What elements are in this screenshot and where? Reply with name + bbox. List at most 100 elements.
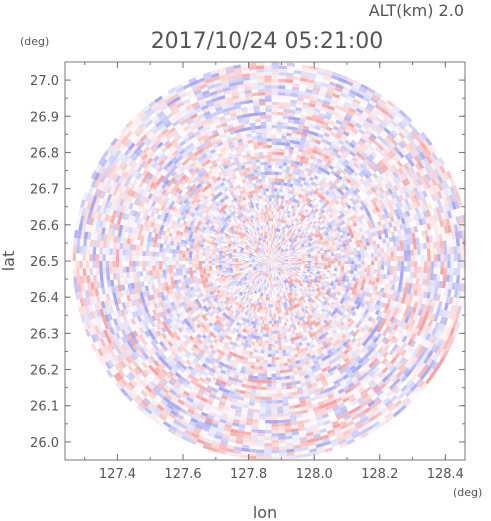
field-cell bbox=[268, 263, 271, 268]
field-cell bbox=[272, 254, 275, 258]
field-cell bbox=[272, 274, 274, 278]
field-cell bbox=[243, 241, 248, 245]
field-cell bbox=[306, 270, 310, 274]
field-cell bbox=[259, 264, 263, 267]
field-cell bbox=[258, 269, 262, 273]
field-cell bbox=[360, 264, 365, 269]
field-cell bbox=[289, 244, 294, 248]
field-cell bbox=[248, 255, 253, 258]
field-cell bbox=[251, 259, 256, 261]
field-cell bbox=[265, 245, 267, 249]
field-cell bbox=[263, 208, 266, 212]
field-cell bbox=[239, 267, 243, 270]
field-cell bbox=[278, 272, 281, 276]
field-cell bbox=[288, 288, 292, 293]
field-cell bbox=[230, 221, 235, 225]
field-cell bbox=[248, 259, 252, 261]
field-cell bbox=[308, 306, 313, 311]
field-cell bbox=[257, 301, 260, 306]
field-cell bbox=[271, 259, 275, 261]
field-cell bbox=[263, 264, 267, 268]
field-cell bbox=[313, 285, 318, 289]
field-cell bbox=[219, 281, 224, 285]
field-cell bbox=[259, 274, 263, 278]
field-cell bbox=[205, 263, 209, 267]
field-cell bbox=[320, 254, 325, 258]
field-cell bbox=[308, 230, 312, 234]
field-cell bbox=[260, 248, 263, 252]
field-cell bbox=[261, 261, 266, 263]
field-cell bbox=[255, 264, 259, 266]
field-cell bbox=[264, 201, 268, 206]
field-cell bbox=[317, 257, 322, 260]
field-cell bbox=[178, 264, 183, 269]
field-cell bbox=[267, 263, 270, 267]
field-cell bbox=[225, 301, 230, 306]
field-cell bbox=[299, 235, 303, 239]
field-cell bbox=[235, 252, 240, 255]
field-cell bbox=[273, 217, 276, 222]
field-cell bbox=[274, 257, 278, 260]
field-cell bbox=[261, 260, 265, 261]
field-cell bbox=[273, 247, 275, 252]
field-cell bbox=[284, 262, 289, 263]
field-cell bbox=[337, 266, 341, 270]
field-cell bbox=[294, 259, 299, 262]
field-cell bbox=[268, 261, 272, 264]
field-cell bbox=[247, 276, 251, 280]
field-cell bbox=[280, 225, 283, 230]
field-cell bbox=[276, 265, 280, 268]
field-cell bbox=[265, 262, 269, 265]
field-cell bbox=[233, 291, 238, 295]
field-cell bbox=[281, 208, 285, 213]
field-cell bbox=[239, 292, 244, 297]
field-cell bbox=[274, 257, 278, 260]
field-cell bbox=[229, 249, 234, 252]
field-cell bbox=[255, 238, 259, 243]
field-cell bbox=[264, 303, 267, 308]
field-cell bbox=[304, 256, 308, 259]
field-cell bbox=[192, 251, 196, 256]
field-cell bbox=[260, 229, 263, 233]
field-cell bbox=[286, 314, 291, 319]
field-cell bbox=[269, 267, 271, 271]
field-cell bbox=[231, 298, 236, 303]
field-cell bbox=[356, 243, 361, 248]
field-cell bbox=[289, 226, 293, 230]
field-cell bbox=[278, 251, 281, 254]
field-cell bbox=[284, 258, 289, 260]
field-cell bbox=[273, 267, 275, 271]
field-cell bbox=[304, 281, 309, 286]
field-cell bbox=[276, 228, 279, 232]
field-cell bbox=[261, 239, 264, 244]
field-cell bbox=[270, 264, 272, 268]
field-cell bbox=[297, 254, 301, 256]
field-cell bbox=[253, 281, 256, 286]
field-cell bbox=[253, 267, 257, 270]
field-cell bbox=[281, 258, 285, 260]
field-cell bbox=[285, 227, 289, 232]
field-cell bbox=[255, 275, 259, 279]
field-cell bbox=[274, 260, 279, 261]
field-cell bbox=[284, 308, 288, 313]
field-cell bbox=[264, 214, 267, 219]
field-cell bbox=[231, 276, 236, 280]
field-cell bbox=[281, 241, 285, 245]
field-cell bbox=[290, 266, 294, 269]
field-cell bbox=[239, 296, 243, 301]
field-cell bbox=[273, 248, 276, 252]
field-cell bbox=[290, 302, 295, 307]
field-cell bbox=[267, 204, 270, 209]
field-cell bbox=[303, 297, 308, 302]
field-cell bbox=[266, 256, 269, 260]
field-cell bbox=[274, 270, 277, 274]
field-cell bbox=[243, 231, 247, 236]
field-cell bbox=[279, 289, 282, 293]
field-cell bbox=[179, 246, 184, 251]
field-cell bbox=[222, 251, 227, 254]
field-cell bbox=[257, 291, 261, 296]
field-cell bbox=[296, 249, 300, 252]
field-cell bbox=[305, 272, 310, 275]
field-cell bbox=[253, 273, 257, 277]
field-cell bbox=[300, 252, 304, 255]
